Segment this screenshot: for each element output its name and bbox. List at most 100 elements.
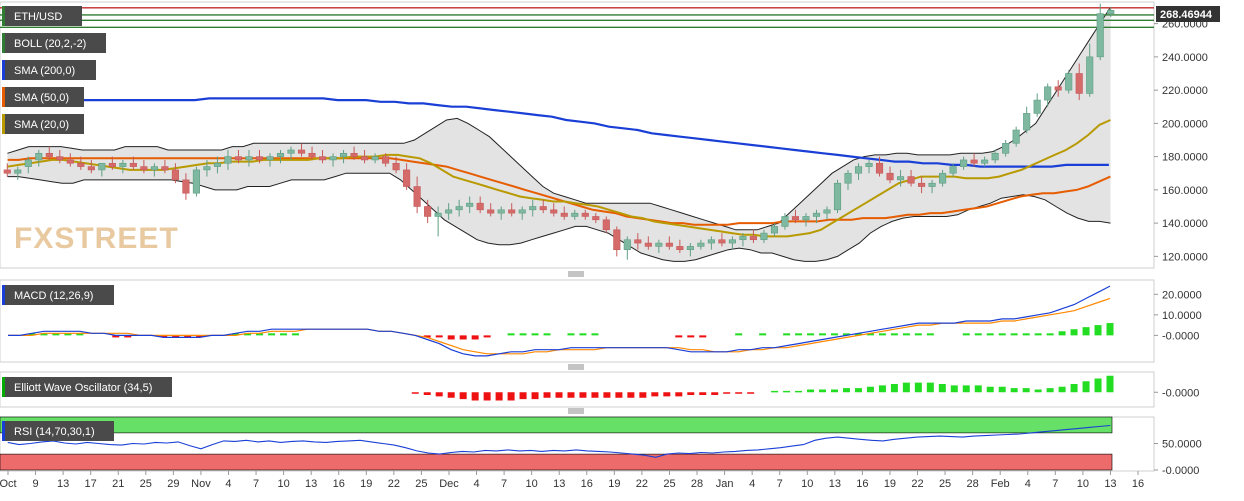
ewo-bar-81 <box>974 385 982 393</box>
ewo-bar-83 <box>998 386 1006 393</box>
candle-body-89 <box>939 172 947 184</box>
macd-histogram-bar-38 <box>459 335 467 340</box>
ewo-pane-frame <box>0 371 1155 408</box>
candle-body-77 <box>812 212 821 217</box>
candle-body-34 <box>361 156 369 161</box>
legend-sma200[interactable]: SMA (200,0) <box>2 60 96 80</box>
candle-body-36 <box>382 156 390 164</box>
candle-body-1 <box>14 169 22 174</box>
candle-body-11 <box>119 162 127 167</box>
candle-body-41 <box>434 212 442 217</box>
candle-body-46 <box>487 209 495 214</box>
candle-body-18 <box>192 169 200 194</box>
ewo-bar-89 <box>1070 384 1078 393</box>
macd-tick-label-1: 10.0000 <box>1162 310 1202 322</box>
x-tick-label-2: 13 <box>57 478 69 490</box>
x-tick-label-5: 25 <box>140 478 152 490</box>
ewo-bar-75 <box>902 382 910 393</box>
candle-body-7 <box>77 162 85 167</box>
legend-sma20[interactable]: SMA (20,0) <box>2 114 84 134</box>
ewo-bar-50 <box>603 392 611 398</box>
candle-body-31 <box>329 156 337 161</box>
legend-sma50[interactable]: SMA (50,0) <box>2 87 84 107</box>
candle-body-27 <box>287 149 295 154</box>
ewo-bar-35 <box>423 392 431 395</box>
legend-symbol-text: ETH/USD <box>14 11 62 23</box>
pane-resize-handle-1[interactable] <box>566 271 586 277</box>
ewo-bar-60 <box>723 392 731 394</box>
macd-histogram-bar-2 <box>28 333 36 336</box>
rsi-tick-label-1: 50.0000 <box>1162 439 1202 451</box>
ewo-bar-44 <box>531 392 539 400</box>
candle-body-2 <box>24 159 32 167</box>
x-tick-label-12: 16 <box>333 478 345 490</box>
legend-macd[interactable]: MACD (12,26,9) <box>2 285 114 305</box>
ewo-bar-45 <box>543 392 551 398</box>
legend-boll[interactable]: BOLL (20,2,-2) <box>2 33 106 53</box>
ewo-bar-54 <box>651 392 659 397</box>
pane-resize-handle-3[interactable] <box>566 408 586 414</box>
candle-body-101 <box>1065 73 1073 91</box>
candle-body-65 <box>686 246 694 251</box>
ewo-bar-86 <box>1034 389 1042 393</box>
legend-ewo[interactable]: Elliott Wave Oscillator (34,5) <box>2 377 172 397</box>
ewo-bar-37 <box>447 392 455 398</box>
x-tick-label-40: 13 <box>1104 478 1116 490</box>
macd-histogram-bar-36 <box>435 335 443 338</box>
price-tick-label-0: 120.0000 <box>1162 251 1208 263</box>
macd-histogram-bar-86 <box>1034 333 1042 336</box>
candle-body-76 <box>802 216 810 221</box>
macd-histogram-bar-65 <box>783 333 791 336</box>
macd-histogram-bar-56 <box>675 335 683 338</box>
candle-body-56 <box>592 216 600 221</box>
macd-histogram-bar-85 <box>1022 333 1030 336</box>
ewo-bar-66 <box>795 390 803 393</box>
macd-histogram-bar-61 <box>735 333 743 336</box>
legend-rsi-text: RSI (14,70,30,1) <box>14 426 95 438</box>
rsi-line <box>7 424 1111 458</box>
price-tick-label-6: 240.0000 <box>1162 52 1208 64</box>
candle-body-100 <box>1054 86 1062 91</box>
candle-body-13 <box>140 166 148 171</box>
candles-layer <box>3 3 1115 260</box>
macd-histogram-bar-66 <box>795 333 803 336</box>
macd-histogram-bar-44 <box>531 333 539 336</box>
x-tick-label-6: 29 <box>167 478 179 490</box>
x-tick-label-20: 13 <box>553 478 565 490</box>
macd-histogram-bar-3 <box>40 333 48 336</box>
rsi-overbought-zone <box>0 416 1113 434</box>
macd-histogram-bar-83 <box>998 333 1006 336</box>
macd-histogram-bar-57 <box>687 335 695 338</box>
horizontal-levels-layer <box>0 7 1154 28</box>
candle-body-88 <box>928 182 936 187</box>
ewo-bar-69 <box>831 389 839 393</box>
macd-histogram-bar-72 <box>866 333 874 336</box>
candle-body-37 <box>392 162 400 171</box>
candle-body-60 <box>634 239 642 244</box>
candle-body-62 <box>655 242 663 247</box>
ewo-bar-76 <box>914 382 922 393</box>
legend-symbol[interactable]: ETH/USD <box>2 6 82 26</box>
candle-body-51 <box>539 206 547 211</box>
candle-body-35 <box>371 156 379 161</box>
candle-body-14 <box>150 166 158 171</box>
x-tick-label-22: 19 <box>608 478 620 490</box>
x-tick-label-35: 28 <box>967 478 979 490</box>
price-tick-label-5: 220.0000 <box>1162 85 1208 97</box>
ewo-bar-65 <box>783 390 791 393</box>
macd-histogram-bar-23 <box>279 333 287 336</box>
candle-body-87 <box>918 182 926 187</box>
ewo-bar-79 <box>950 385 958 393</box>
macd-histogram-bar-24 <box>291 333 299 336</box>
x-tick-label-16: Dec <box>439 478 459 490</box>
candle-body-93 <box>981 159 989 164</box>
macd-macd-line <box>8 285 1111 357</box>
pane-resize-handle-2[interactable] <box>566 364 586 370</box>
candle-body-52 <box>550 209 558 214</box>
ewo-bar-36 <box>435 392 443 397</box>
candle-body-69 <box>728 239 736 244</box>
candle-body-25 <box>266 156 274 161</box>
ewo-bar-70 <box>842 388 850 393</box>
legend-rsi[interactable]: RSI (14,70,30,1) <box>2 421 114 441</box>
candle-body-29 <box>308 152 316 157</box>
